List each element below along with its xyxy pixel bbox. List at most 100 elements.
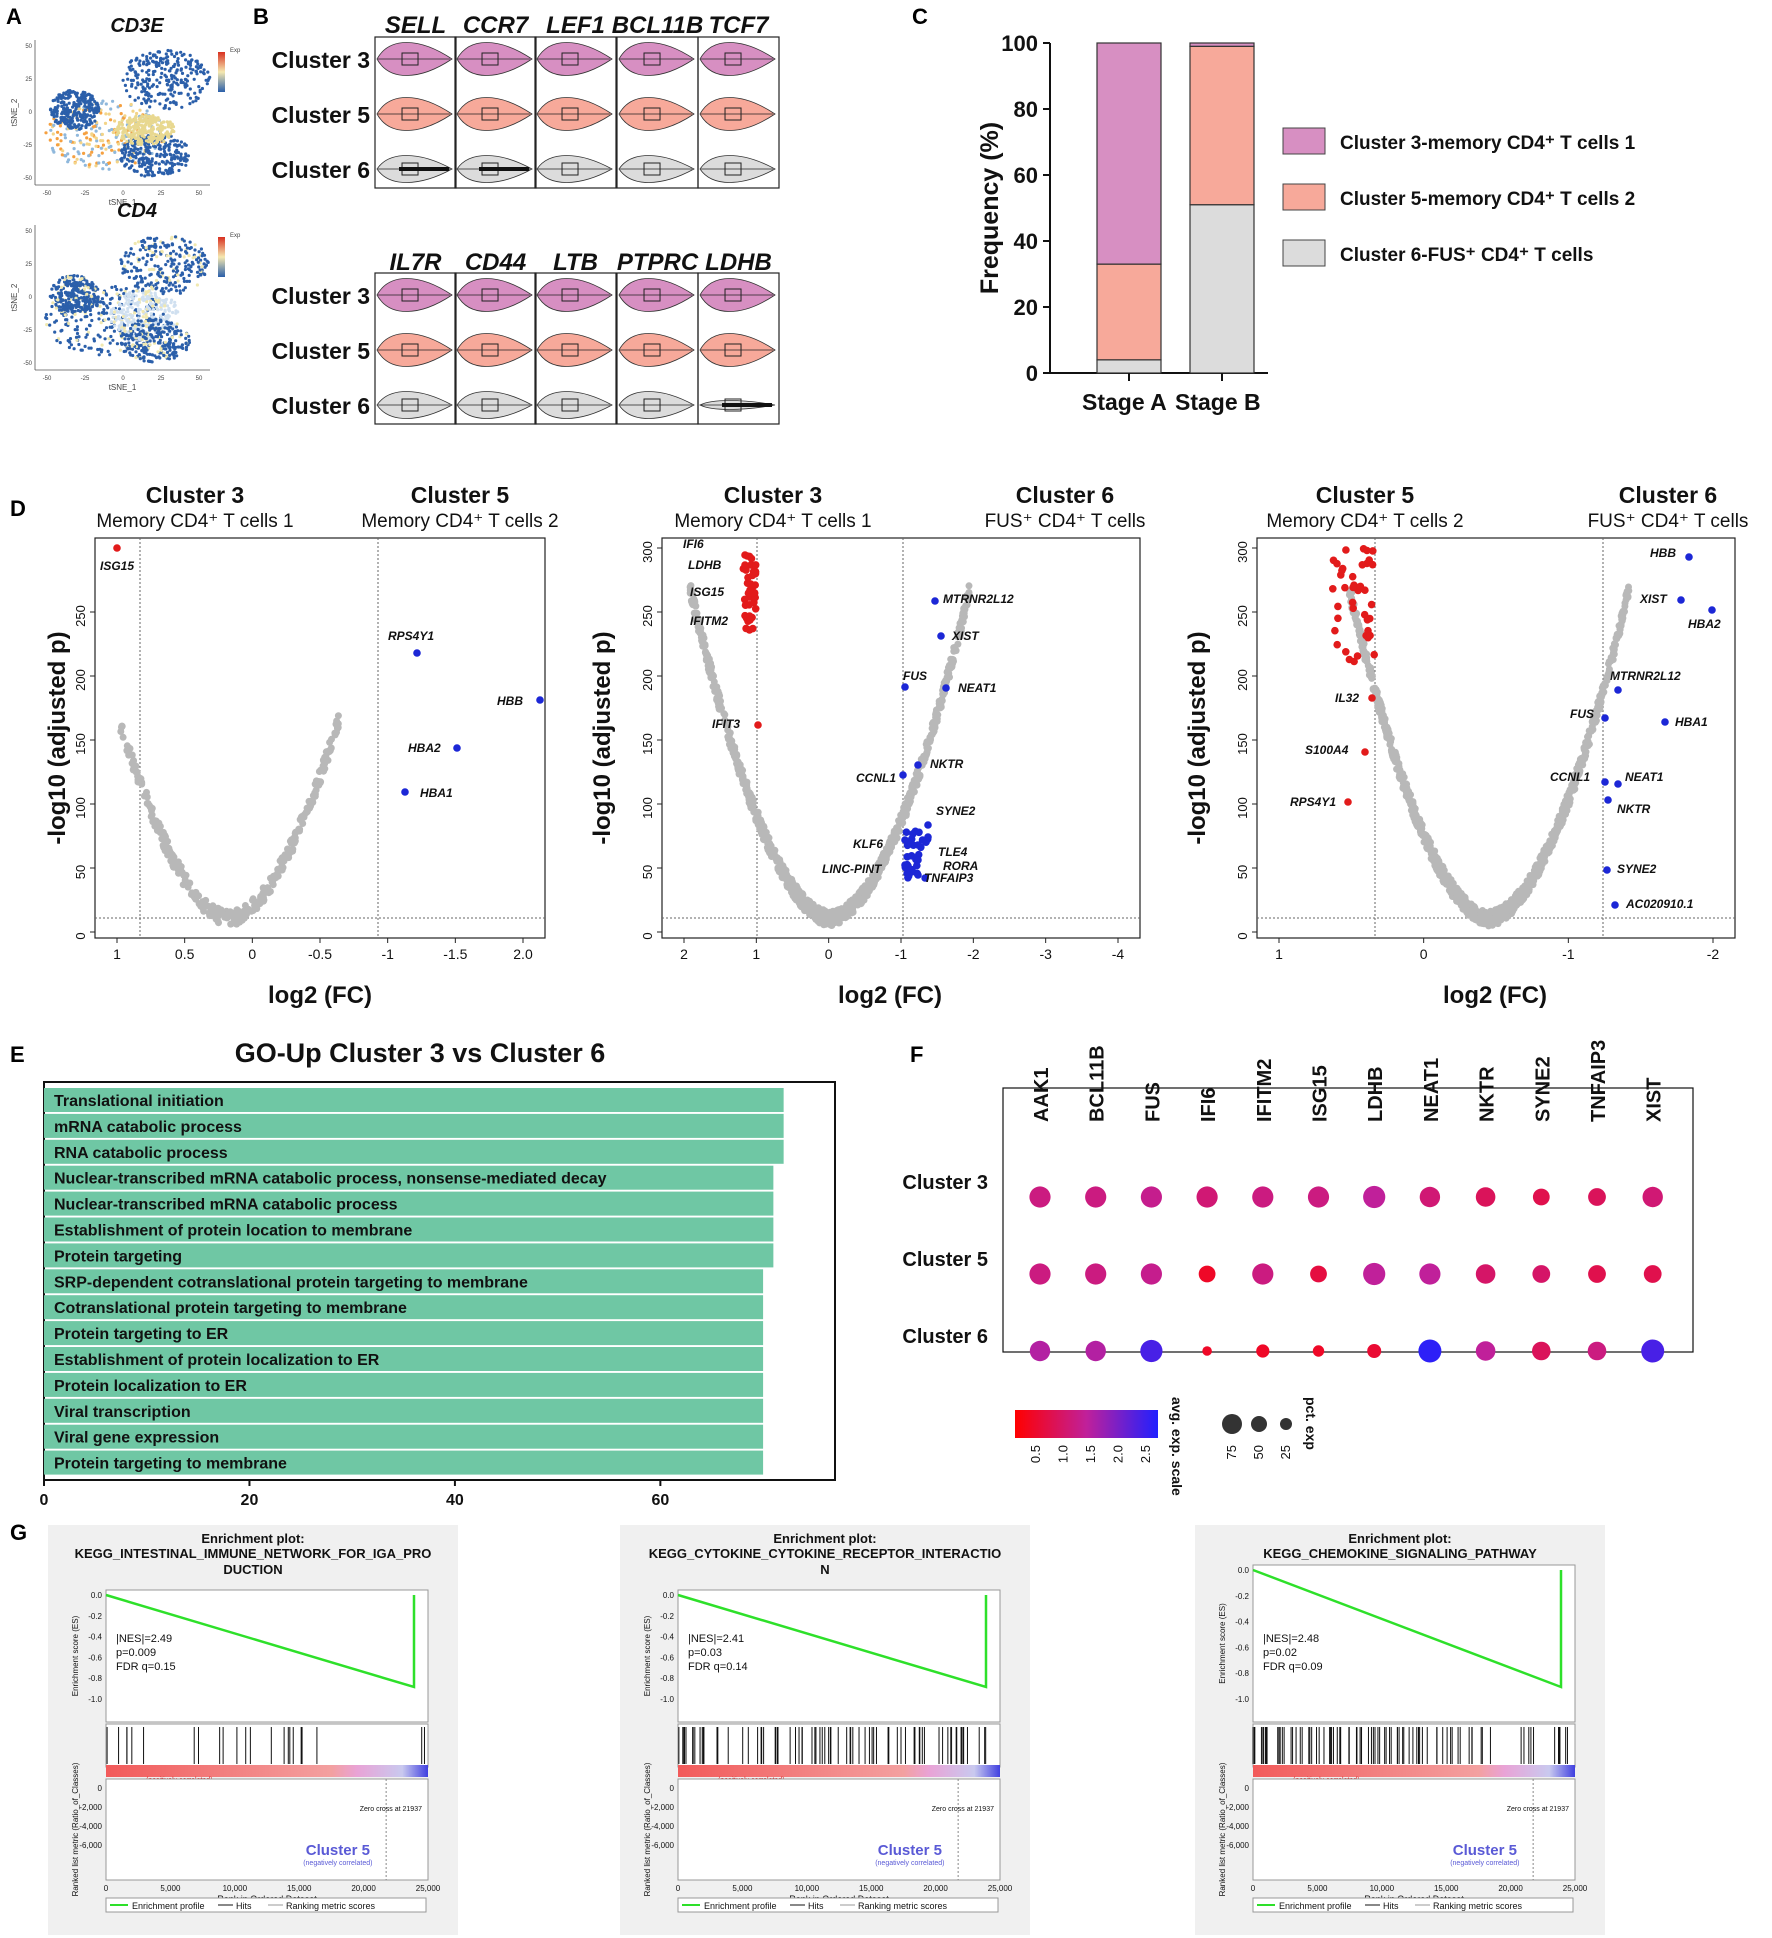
volcano-xtick-label: -1 xyxy=(895,946,908,962)
volcano-point-ns xyxy=(1381,716,1389,724)
tsne-point xyxy=(156,272,160,276)
tsne-point xyxy=(97,317,101,321)
tsne-point xyxy=(160,71,164,75)
tsne-point xyxy=(97,154,101,158)
tsne-point xyxy=(175,59,179,63)
tsne-point xyxy=(167,308,171,312)
tsne-point xyxy=(69,343,73,347)
tsne-point xyxy=(104,163,109,167)
tsne-point xyxy=(164,98,168,102)
tsne-point xyxy=(174,150,178,154)
volcano-point-ns xyxy=(795,887,803,895)
tsne-point xyxy=(85,123,89,127)
tsne-point xyxy=(131,338,135,342)
tsne-point xyxy=(133,284,137,288)
tsne-point xyxy=(154,356,159,360)
volcano-point-ns xyxy=(1617,612,1625,620)
volcano-point-ns xyxy=(776,868,784,876)
tsne-point xyxy=(176,156,180,160)
panel-letter-e: E xyxy=(10,1042,25,1067)
volcano-point-ns xyxy=(738,768,746,776)
tsne-point xyxy=(169,66,173,70)
tsne-point xyxy=(164,75,168,79)
tsne-point xyxy=(128,116,132,120)
tsne-point xyxy=(116,314,121,318)
tsne-point xyxy=(75,91,79,95)
tsne-point xyxy=(131,109,135,113)
tsne-point xyxy=(200,86,204,91)
tsne-point xyxy=(168,101,172,105)
tsne-point xyxy=(135,169,139,173)
volcano-point-ns xyxy=(1587,727,1595,735)
tsne-point xyxy=(166,259,170,263)
tsne-point xyxy=(170,52,174,56)
tsne-point xyxy=(153,132,157,136)
tsne-point xyxy=(155,55,159,60)
tsne-point xyxy=(158,167,162,171)
tsne-point xyxy=(189,246,193,250)
tsne-point xyxy=(151,117,155,121)
tsne-point xyxy=(83,344,87,348)
tsne-point xyxy=(171,249,176,253)
tsne-point xyxy=(175,81,179,85)
tsne-point xyxy=(146,82,150,86)
tsne-point xyxy=(115,342,119,346)
tsne-point xyxy=(128,94,132,99)
volcano-point-ns xyxy=(1403,786,1410,794)
tsne-point xyxy=(67,101,71,105)
tsne-point xyxy=(136,281,140,285)
tsne-point xyxy=(71,114,75,118)
volcano-point-ns xyxy=(123,742,131,750)
tsne-point xyxy=(100,132,104,136)
tsne-point xyxy=(57,280,61,284)
volcano-xtick-label: 2 xyxy=(680,946,688,962)
tsne-point xyxy=(176,63,181,67)
tsne-point xyxy=(63,136,67,140)
tsne-point xyxy=(124,129,128,133)
tsne-point xyxy=(87,323,92,327)
tsne-point xyxy=(154,282,158,287)
tsne-point xyxy=(130,269,134,273)
volcano-ytick-label: 150 xyxy=(640,733,655,755)
tsne-point xyxy=(98,126,102,130)
tsne-point xyxy=(85,136,89,140)
volcano-left-title: Cluster 5 xyxy=(1316,482,1415,508)
tsne-point xyxy=(93,124,97,128)
tsne-point xyxy=(136,327,140,331)
volcano-point-ns xyxy=(313,779,321,787)
tsne-point xyxy=(59,133,63,137)
tsne-point xyxy=(158,81,162,85)
tsne-point xyxy=(128,347,132,351)
tsne-point xyxy=(112,320,116,324)
tsne-point xyxy=(140,243,144,248)
tsne-point xyxy=(193,248,197,252)
tsne-point xyxy=(184,336,188,340)
tsne-point xyxy=(103,337,107,341)
tsne-point xyxy=(61,302,65,307)
tsne-point xyxy=(64,322,68,327)
tsne-point xyxy=(60,153,64,157)
tsne-point xyxy=(168,132,173,136)
tsne-point xyxy=(75,325,79,329)
tsne-point xyxy=(100,151,104,155)
tsne-point xyxy=(145,348,149,352)
tsne-point xyxy=(133,324,137,328)
volcano-point-ns xyxy=(288,836,295,844)
tsne-point xyxy=(129,138,133,143)
tsne-point xyxy=(193,243,197,247)
tsne-point xyxy=(196,274,200,279)
volcano-point-ns xyxy=(1571,785,1579,793)
tsne-point xyxy=(148,307,152,312)
tsne-ytick: 50 xyxy=(25,229,32,235)
tsne-xlabel: tSNE_1 xyxy=(109,383,137,392)
tsne-point xyxy=(157,162,161,166)
tsne-point xyxy=(50,287,54,291)
tsne-point xyxy=(166,143,170,147)
volcano-point-ns xyxy=(205,909,213,917)
tsne-point xyxy=(175,52,179,56)
tsne-point xyxy=(52,123,56,127)
tsne-point xyxy=(117,327,121,331)
tsne-point xyxy=(94,296,98,300)
tsne-point xyxy=(58,124,63,128)
tsne-point xyxy=(188,102,192,106)
